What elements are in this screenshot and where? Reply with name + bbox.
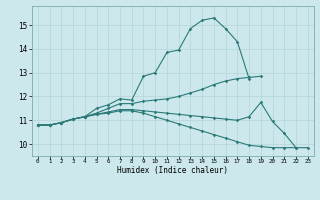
X-axis label: Humidex (Indice chaleur): Humidex (Indice chaleur) [117,166,228,175]
